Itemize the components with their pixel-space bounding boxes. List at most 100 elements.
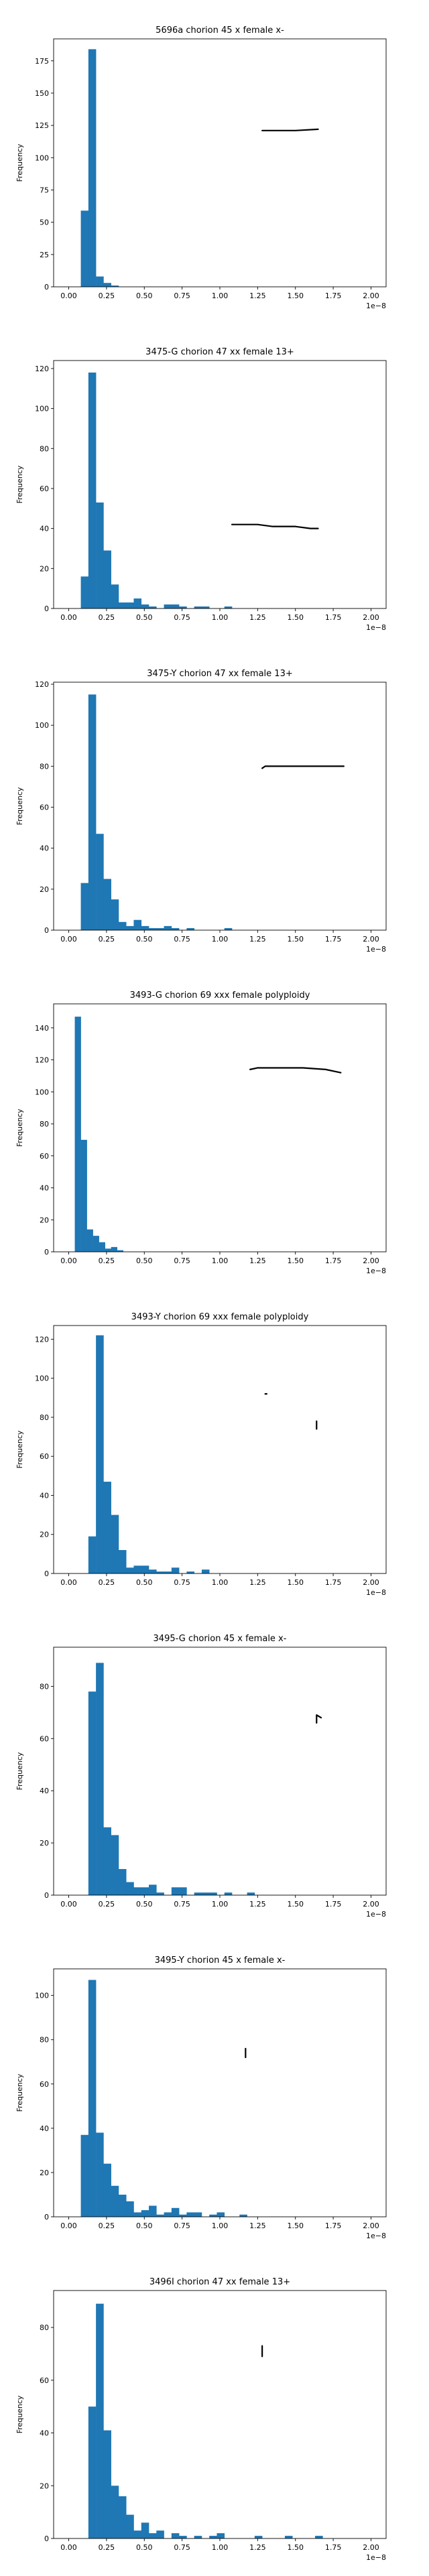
x-offset-label: 1e−8 (366, 1267, 386, 1275)
x-tick-label: 1.50 (287, 613, 304, 622)
x-tick-label: 1.00 (212, 1900, 229, 1909)
x-tick-label: 1.50 (287, 1257, 304, 1265)
chart-title: 3495-Y chorion 45 x female x- (155, 1955, 286, 1966)
histogram-bar (80, 576, 89, 608)
x-tick-label: 0.50 (136, 1578, 153, 1587)
histogram-bar (133, 2212, 142, 2217)
x-tick-label: 0.75 (174, 613, 190, 622)
x-tick-label: 1.75 (325, 935, 342, 944)
x-tick-label: 0.75 (174, 292, 190, 300)
x-tick-label: 1.75 (325, 2221, 342, 2230)
histogram-bar (88, 1536, 97, 1573)
x-tick-label: 0.00 (60, 1900, 77, 1909)
x-tick-label: 0.25 (99, 1257, 115, 1265)
histogram-bar (74, 1017, 81, 1252)
histogram-bar (133, 919, 142, 930)
x-tick-label: 0.25 (99, 935, 115, 944)
histogram-bar (179, 2536, 187, 2538)
histogram-bar (209, 1892, 217, 1895)
histogram-bar (149, 2533, 157, 2538)
x-tick-label: 0.75 (174, 1578, 190, 1587)
histogram-bar (209, 2536, 217, 2538)
histogram-bar (99, 1242, 105, 1252)
y-tick-label: 50 (40, 218, 49, 227)
y-axis-label: Frequency (15, 143, 24, 182)
histogram-bars (80, 49, 119, 287)
histogram-bar (164, 604, 172, 608)
histogram-bar (118, 1550, 127, 1573)
y-tick-label: 150 (35, 89, 49, 98)
annotation-line (261, 765, 345, 769)
histogram-bar (164, 2212, 172, 2217)
x-offset-label: 1e−8 (366, 945, 386, 954)
x-tick-label: 0.00 (60, 292, 77, 300)
x-tick-label: 0.75 (174, 1257, 190, 1265)
histogram-bar (88, 372, 97, 608)
x-tick-label: 0.25 (99, 613, 115, 622)
histogram-bar (179, 1887, 187, 1895)
histogram-bar (156, 2214, 164, 2217)
annotation-line (261, 128, 319, 131)
annotation-line (249, 1067, 342, 1074)
histogram-bar (118, 921, 127, 930)
x-tick-label: 0.50 (136, 1900, 153, 1909)
histogram-bar (164, 1571, 172, 1573)
histogram-bar (118, 2496, 127, 2538)
y-tick-label: 125 (35, 121, 49, 130)
y-tick-label: 120 (35, 1056, 49, 1065)
x-tick-label: 2.00 (363, 2543, 379, 2552)
histogram-panel: 0.00 0.25 0.50 0.75 1.00 1.25 1.50 1.75 2.00 0 20 4… (15, 347, 387, 632)
x-tick-label: 1.25 (249, 613, 266, 622)
x-tick-label: 1.25 (249, 935, 266, 944)
y-tick-label: 0 (44, 283, 49, 292)
histogram-bar (105, 1248, 111, 1252)
x-tick-label: 0.00 (60, 1257, 77, 1265)
y-tick-label: 20 (40, 1839, 49, 1848)
histogram-bar (111, 899, 119, 930)
y-tick-label: 100 (35, 721, 49, 730)
y-tick-label: 0 (44, 2534, 49, 2543)
x-tick-label: 0.25 (99, 2543, 115, 2552)
x-tick-label: 0.50 (136, 2221, 153, 2230)
histogram-bar (88, 2406, 97, 2538)
y-tick-label: 0 (44, 1891, 49, 1900)
histogram-bar (171, 1567, 180, 1573)
histogram-panel: 0.00 0.25 0.50 0.75 1.00 1.25 1.50 1.75 2.00 0 25 5… (15, 25, 387, 310)
x-tick-label: 1.25 (249, 1900, 266, 1909)
x-tick-label: 0.75 (174, 2221, 190, 2230)
y-tick-label: 120 (35, 680, 49, 689)
histogram-bar (254, 2536, 263, 2538)
x-tick-label: 0.25 (99, 1578, 115, 1587)
histogram-bar (217, 2212, 225, 2217)
y-tick-label: 40 (40, 844, 49, 853)
histogram-bar (171, 1887, 180, 1895)
y-tick-label: 25 (40, 251, 49, 259)
x-offset-label: 1e−8 (366, 302, 386, 310)
histogram-bar (80, 883, 89, 930)
histogram-bar (315, 2536, 323, 2538)
histogram-bar (96, 834, 104, 930)
histogram-bar (179, 606, 187, 608)
histogram-bar (149, 1569, 157, 1573)
chart-title: 3493-G chorion 69 xxx female polyploidy (130, 990, 310, 1001)
y-axis-label: Frequency (15, 465, 24, 503)
plot-frame (53, 38, 387, 287)
x-tick-label: 1.25 (249, 1578, 266, 1587)
chart-title: 3475-Y chorion 47 xx female 13+ (147, 669, 293, 679)
y-tick-label: 0 (44, 1569, 49, 1578)
y-tick-label: 100 (35, 405, 49, 413)
histogram-bar (96, 2132, 104, 2217)
histogram-bar (80, 1139, 87, 1252)
histogram-bar (80, 2134, 89, 2217)
y-tick-label: 60 (40, 2376, 49, 2385)
histogram-bar (171, 927, 180, 930)
histogram-bar (201, 1892, 210, 1895)
y-tick-label: 40 (40, 2124, 49, 2133)
histogram-bars (88, 1335, 210, 1573)
histogram-panel: 0.00 0.25 0.50 0.75 1.00 1.25 1.50 1.75 2.00 0 20 4… (15, 1955, 387, 2240)
histogram-bar (133, 598, 142, 608)
chart-title: 3496I chorion 47 xx female 13+ (149, 2277, 290, 2287)
x-tick-label: 1.25 (249, 1257, 266, 1265)
histogram-bars (74, 1017, 124, 1252)
y-tick-label: 175 (35, 57, 49, 66)
